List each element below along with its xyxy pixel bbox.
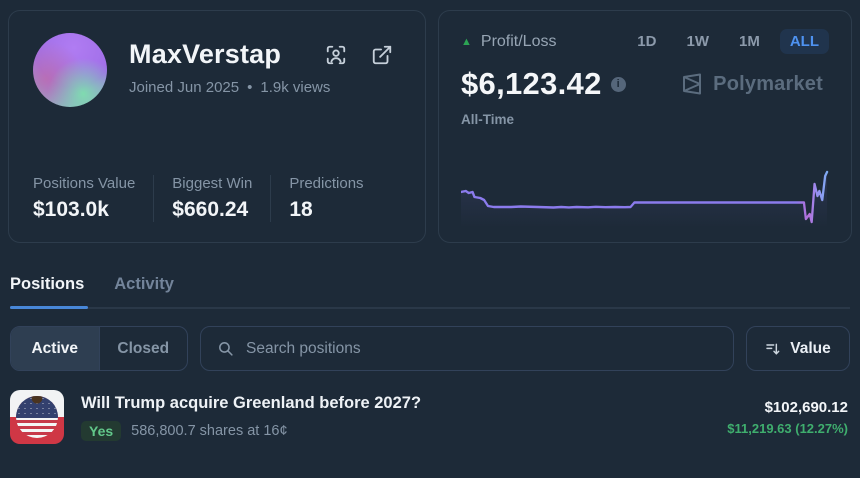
views-count: 1.9k views bbox=[260, 79, 331, 96]
outcome-badge: Yes bbox=[81, 420, 122, 441]
profile-meta: Joined Jun 2025 • 1.9k views bbox=[129, 79, 401, 96]
pnl-sparkline-line bbox=[461, 170, 829, 224]
polymarket-brand: Polymarket bbox=[680, 72, 829, 96]
range-selector: 1D 1W 1M ALL bbox=[627, 29, 829, 54]
search-box[interactable] bbox=[200, 326, 734, 371]
brand-name: Polymarket bbox=[713, 72, 823, 95]
stat-label: Predictions bbox=[289, 175, 364, 192]
position-row[interactable]: Will Trump acquire Greenland before 2027… bbox=[10, 390, 850, 444]
up-triangle-icon: ▲ bbox=[461, 35, 472, 48]
avatar[interactable] bbox=[33, 33, 107, 107]
stat-positions-value: Positions Value $103.0k bbox=[33, 175, 153, 222]
position-values: $102,690.12 $11,219.63 (12.27%) bbox=[727, 399, 850, 436]
stat-value: 18 bbox=[289, 198, 313, 221]
filter-controls: Active Closed Value bbox=[10, 326, 850, 371]
range-1m-button[interactable]: 1M bbox=[729, 29, 770, 54]
positions-section: Positions Activity Active Closed Value W… bbox=[0, 275, 860, 444]
range-all-button[interactable]: ALL bbox=[779, 29, 829, 54]
search-icon bbox=[219, 342, 233, 356]
stat-predictions: Predictions 18 bbox=[270, 175, 381, 222]
stat-value: $103.0k bbox=[33, 198, 109, 221]
search-input[interactable] bbox=[246, 339, 717, 358]
sort-button-label: Value bbox=[790, 339, 831, 357]
filter-active-button[interactable]: Active bbox=[11, 327, 99, 370]
meta-separator: • bbox=[247, 79, 253, 96]
info-icon[interactable]: i bbox=[610, 76, 626, 92]
profile-name: MaxVerstap bbox=[129, 39, 282, 69]
filter-closed-button[interactable]: Closed bbox=[98, 327, 188, 370]
status-segmented-control: Active Closed bbox=[10, 326, 188, 371]
sort-icon bbox=[766, 343, 780, 355]
scan-face-icon[interactable] bbox=[325, 44, 347, 66]
profile-identity: MaxVerstap bbox=[129, 33, 401, 96]
polymarket-logo-icon bbox=[683, 73, 702, 95]
position-value: $102,690.12 bbox=[764, 398, 848, 416]
external-link-icon[interactable] bbox=[371, 44, 393, 66]
stat-biggest-win: Biggest Win $660.24 bbox=[153, 175, 270, 222]
profile-stats-row: Positions Value $103.0k Biggest Win $660… bbox=[33, 175, 401, 222]
tab-activity[interactable]: Activity bbox=[114, 275, 174, 293]
pnl-period-label: All-Time bbox=[461, 112, 515, 127]
joined-date: Joined Jun 2025 bbox=[129, 79, 240, 96]
stat-label: Positions Value bbox=[33, 175, 136, 192]
tab-positions[interactable]: Positions bbox=[10, 275, 89, 309]
market-title[interactable]: Will Trump acquire Greenland before 2027… bbox=[81, 393, 422, 412]
market-thumbnail bbox=[10, 390, 64, 444]
sort-by-value-button[interactable]: Value bbox=[746, 326, 850, 371]
tab-bar: Positions Activity bbox=[10, 275, 850, 309]
pnl-chart bbox=[461, 166, 829, 228]
stat-label: Biggest Win bbox=[172, 175, 253, 192]
range-1d-button[interactable]: 1D bbox=[627, 29, 666, 54]
position-gain: $11,219.63 (12.27%) bbox=[727, 420, 848, 436]
shares-text: 586,800.7 shares at 16¢ bbox=[131, 422, 288, 439]
usa-greenland-flag-icon bbox=[16, 396, 58, 438]
range-1w-button[interactable]: 1W bbox=[676, 29, 719, 54]
pnl-title: ▲ Profit/Loss bbox=[461, 33, 556, 51]
pnl-card: ▲ Profit/Loss 1D 1W 1M ALL $6,123.42 i P… bbox=[438, 10, 852, 243]
profile-header-row: MaxVerstap bbox=[8, 10, 852, 243]
pnl-sparkline-fill bbox=[461, 172, 828, 228]
profile-head: MaxVerstap bbox=[33, 33, 401, 107]
profile-card: MaxVerstap bbox=[8, 10, 426, 243]
stat-value: $660.24 bbox=[172, 198, 249, 221]
position-info: Will Trump acquire Greenland before 2027… bbox=[81, 394, 421, 441]
pnl-label: Profit/Loss bbox=[480, 32, 557, 50]
pnl-value: $6,123.42 bbox=[461, 66, 602, 101]
